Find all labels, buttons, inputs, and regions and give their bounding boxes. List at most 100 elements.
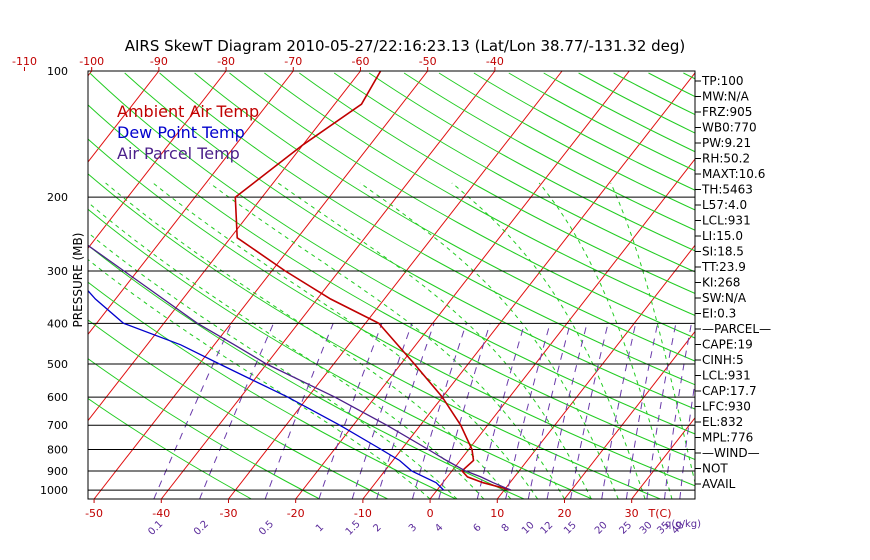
- dry-adiabat: [88, 244, 525, 499]
- grid-layer: [0, 71, 870, 499]
- index-entry: WB0:770: [702, 121, 757, 135]
- dry-adiabat: [124, 72, 695, 410]
- mixing-ratio-label: 20: [593, 520, 610, 537]
- legend-dew-point-temp: Dew Point Temp: [117, 123, 245, 142]
- axis-layer: 1002003004005006007008009001000PRESSURE …: [12, 55, 701, 538]
- dry-adiabat: [299, 72, 695, 294]
- moist-adiabat: [451, 182, 646, 499]
- index-entry: RH:50.2: [702, 152, 750, 166]
- bottom-temp-label: -20: [287, 507, 305, 520]
- moist-adiabat: [105, 182, 512, 499]
- top-temp-label: -60: [351, 55, 369, 68]
- dry-adiabat: [194, 72, 695, 362]
- isotherm: [88, 71, 294, 336]
- plot-frame: [87, 70, 696, 500]
- bottom-temp-label: -30: [219, 507, 237, 520]
- mixing-ratio-line: [438, 323, 491, 499]
- mixing-ratio-label: 0.1: [146, 519, 165, 538]
- index-entry: FRZ:905: [702, 105, 752, 119]
- mixing-ratio-label: 15: [562, 520, 579, 537]
- mixing-ratio-line: [351, 323, 413, 499]
- mixing-ratio-label: 10: [520, 520, 537, 537]
- dry-adiabat: [88, 138, 695, 487]
- index-entry: L57:4.0: [702, 198, 747, 212]
- legend-air-parcel-temp: Air Parcel Temp: [117, 144, 240, 163]
- mixing-ratio-label: 4: [433, 522, 445, 534]
- mixing-ratio-line: [664, 323, 692, 499]
- isotherm: [496, 244, 695, 499]
- index-entry: CAP:17.7: [702, 384, 757, 398]
- series-ambient-air-temp: [234, 71, 512, 491]
- index-entry: MPL:776: [702, 431, 753, 445]
- series-air-parcel-temp: [88, 244, 512, 491]
- dry-adiabat: [88, 319, 388, 499]
- temp-axis-label: T(C): [648, 507, 672, 520]
- mixing-ratio-line: [601, 323, 637, 499]
- bottom-temp-label: 30: [625, 507, 639, 520]
- isotherm: [833, 71, 870, 499]
- index-entry: TT:23.9: [701, 260, 746, 274]
- isotherm: [88, 71, 361, 422]
- mixing-ratio-line: [376, 323, 435, 499]
- bottom-temp-label: 0: [427, 507, 434, 520]
- isotherm: [93, 71, 429, 499]
- pressure-tick-label: 400: [47, 317, 68, 330]
- mixing-ratio-line: [318, 323, 383, 499]
- dry-adiabat: [788, 73, 870, 499]
- series-layer: [88, 71, 512, 491]
- mixing-ratio-label: 25: [618, 520, 635, 537]
- dry-adiabat: [508, 72, 695, 172]
- mixing-ratio-label: 12: [539, 520, 556, 537]
- index-entry: —WIND—: [702, 446, 760, 460]
- pressure-tick-label: 200: [47, 191, 68, 204]
- mixing-ratio-line: [411, 323, 467, 499]
- legend: Ambient Air Temp Dew Point Temp Air Parcel…: [117, 102, 259, 163]
- moist-adiabat: [88, 201, 485, 499]
- index-entry: CINH:5: [702, 353, 744, 367]
- dry-adiabat: [264, 72, 695, 317]
- isotherm: [88, 71, 160, 163]
- pressure-tick-label: 300: [47, 265, 68, 278]
- isotherm: [631, 416, 695, 499]
- index-entry: EL:832: [702, 415, 743, 429]
- index-entry: LCL:931: [702, 369, 751, 383]
- index-entry: MW:N/A: [702, 90, 750, 104]
- pressure-tick-label: 100: [47, 65, 68, 78]
- dry-adiabat: [473, 72, 695, 191]
- y-axis-label: PRESSURE (MB): [71, 233, 85, 328]
- index-entry: TH:5463: [701, 183, 753, 197]
- mixing-ratio-label: 1: [314, 522, 326, 534]
- bottom-temp-label: 20: [557, 507, 571, 520]
- top-temp-label: -70: [284, 55, 302, 68]
- dry-adiabat: [88, 208, 593, 499]
- pressure-tick-label: 500: [47, 358, 68, 371]
- top-temp-label: -90: [150, 55, 168, 68]
- mixing-ratio-label: 30: [638, 520, 655, 537]
- dry-adiabat: [89, 72, 695, 435]
- top-temp-label: -80: [217, 55, 235, 68]
- mixing-ratio-unit: q(g/kg): [665, 519, 701, 530]
- index-entry: —PARCEL—: [702, 322, 771, 336]
- top-temp-label: -40: [486, 55, 504, 68]
- dry-adiabat: [438, 72, 695, 211]
- pressure-tick-label: 1000: [40, 484, 68, 497]
- mixing-ratio-label: 1.5: [344, 519, 363, 538]
- isotherm: [0, 71, 24, 499]
- moist-adiabat: [209, 182, 565, 499]
- mixing-ratio-label: 0.2: [192, 519, 211, 538]
- top-temp-label: -110: [12, 55, 37, 68]
- mixing-ratio-label: 0.5: [257, 519, 276, 538]
- mixing-ratio-line: [527, 323, 571, 499]
- bottom-temp-label: -10: [354, 507, 372, 520]
- pressure-tick-label: 900: [47, 465, 68, 478]
- dry-adiabat: [753, 73, 870, 499]
- mixing-ratio-line: [476, 323, 526, 499]
- mixing-ratio-line: [570, 323, 609, 499]
- isotherm: [88, 71, 227, 249]
- isotherm: [429, 158, 695, 499]
- isotherm: [160, 71, 496, 499]
- isotherm: [295, 71, 630, 499]
- index-entry: AVAIL: [702, 477, 736, 491]
